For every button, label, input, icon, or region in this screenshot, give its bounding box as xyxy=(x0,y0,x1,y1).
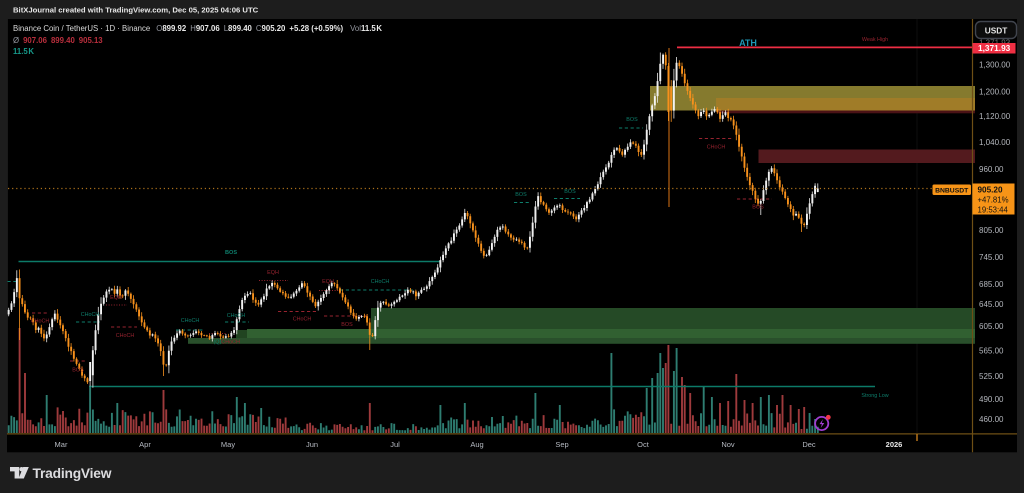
svg-text:1,300.00: 1,300.00 xyxy=(979,61,1011,70)
svg-text:1,371.93: 1,371.93 xyxy=(978,43,1011,53)
svg-text:Strong Low: Strong Low xyxy=(861,393,888,399)
svg-text:CHoCH: CHoCH xyxy=(371,279,390,285)
svg-text:525.00: 525.00 xyxy=(979,372,1004,381)
svg-text:460.00: 460.00 xyxy=(979,415,1004,424)
svg-text:Sep: Sep xyxy=(555,440,568,449)
svg-text:905.20: 905.20 xyxy=(978,185,1003,194)
svg-text:960.00: 960.00 xyxy=(979,165,1004,174)
svg-text:Oct: Oct xyxy=(637,440,650,449)
svg-text:(Q)CHoCH: (Q)CHoCH xyxy=(214,339,240,345)
svg-text:BOS: BOS xyxy=(626,117,638,123)
svg-text:11.5 K: 11.5 K xyxy=(13,47,34,56)
svg-text:1,200.00: 1,200.00 xyxy=(979,88,1011,97)
svg-text:CHoCH: CHoCH xyxy=(181,318,200,324)
svg-text:Binance Coin / TetherUS · 1D ·: Binance Coin / TetherUS · 1D · Binance O8… xyxy=(13,24,382,33)
svg-text:BOS: BOS xyxy=(515,192,527,198)
svg-text:ATH: ATH xyxy=(739,38,757,48)
svg-text:Mar: Mar xyxy=(55,440,68,449)
svg-text:Jul: Jul xyxy=(390,440,400,449)
svg-text:May: May xyxy=(221,440,235,449)
svg-text:EQH: EQH xyxy=(322,279,334,285)
svg-text:BOS: BOS xyxy=(72,367,84,373)
svg-text:Aug: Aug xyxy=(470,440,483,449)
svg-text:1,120.00: 1,120.00 xyxy=(979,112,1011,121)
svg-text:EQH: EQH xyxy=(110,295,122,301)
svg-text:CHoCH: CHoCH xyxy=(116,333,135,339)
svg-text:19:53:44: 19:53:44 xyxy=(978,206,1009,215)
svg-text:Apr: Apr xyxy=(139,440,151,449)
svg-text:Jun: Jun xyxy=(306,440,318,449)
svg-text:490.00: 490.00 xyxy=(979,395,1004,404)
svg-text:805.00: 805.00 xyxy=(979,226,1004,235)
svg-text:Dec: Dec xyxy=(802,440,816,449)
svg-text:CHoCH: CHoCH xyxy=(707,144,726,150)
svg-text:BOS: BOS xyxy=(564,189,576,195)
svg-text:+47.81%: +47.81% xyxy=(978,196,1009,205)
svg-text:CHoCH: CHoCH xyxy=(81,312,100,318)
svg-text:CHoCH: CHoCH xyxy=(293,316,312,322)
svg-text:USDT: USDT xyxy=(985,25,1008,35)
svg-text:685.00: 685.00 xyxy=(979,280,1004,289)
svg-text:BNBUSDT: BNBUSDT xyxy=(935,187,969,194)
svg-text:TradingView: TradingView xyxy=(33,466,112,481)
svg-text:BOS: BOS xyxy=(752,204,764,210)
svg-text:1,040.00: 1,040.00 xyxy=(979,138,1011,147)
svg-text:745.00: 745.00 xyxy=(979,253,1004,262)
svg-text:CHoCH: CHoCH xyxy=(227,313,246,319)
svg-text:BitXJournal created with Tradi: BitXJournal created with TradingView.com… xyxy=(13,6,259,15)
svg-text:Weak High: Weak High xyxy=(862,37,888,43)
svg-text:605.00: 605.00 xyxy=(979,322,1004,331)
svg-text:BOS: BOS xyxy=(225,250,237,256)
svg-text:565.00: 565.00 xyxy=(979,347,1004,356)
svg-text:EQH: EQH xyxy=(267,270,279,276)
svg-text:2026: 2026 xyxy=(886,440,903,449)
svg-text:CHoCH: CHoCH xyxy=(31,318,50,324)
svg-text:645.00: 645.00 xyxy=(979,300,1004,309)
svg-text:BOS: BOS xyxy=(341,322,353,328)
svg-text:Nov: Nov xyxy=(721,440,735,449)
